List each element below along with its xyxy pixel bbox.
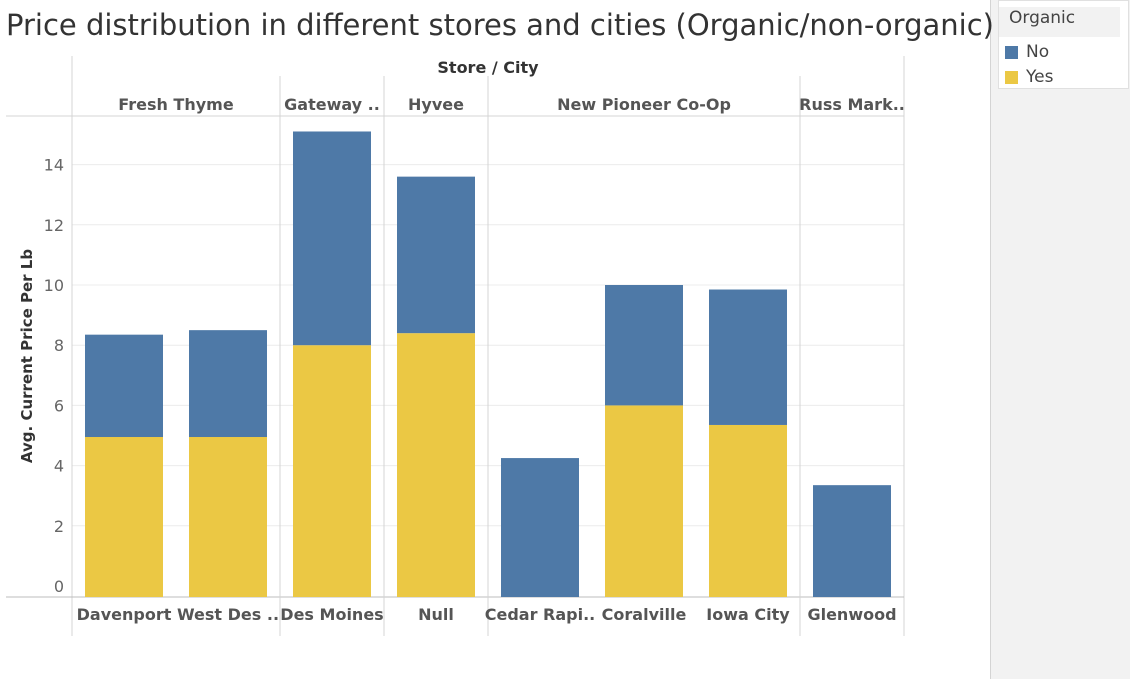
y-axis-ticks: 0 2 4 6 8 10 12 14	[44, 156, 64, 596]
chart-svg: Store / City Fresh Thyme Gateway .. Hyvee N…	[6, 56, 905, 636]
bar-yes[interactable]	[189, 437, 267, 597]
bar-no[interactable]	[813, 485, 891, 597]
city-label: Iowa City	[706, 605, 790, 624]
store-header: Fresh Thyme	[118, 95, 234, 114]
bar-no[interactable]	[501, 458, 579, 597]
city-label: Coralville	[602, 605, 687, 624]
y-tick-label: 2	[54, 517, 64, 536]
bar-yes[interactable]	[397, 333, 475, 597]
bar-yes[interactable]	[293, 345, 371, 597]
bar-no[interactable]	[293, 131, 371, 346]
city-label: Cedar Rapi..	[485, 605, 596, 624]
bar-no[interactable]	[605, 285, 683, 406]
city-labels: Davenport West Des .. Des Moines Null Cedar …	[77, 605, 897, 624]
legend-label-no: No	[1026, 42, 1050, 62]
bar-no[interactable]	[709, 289, 787, 425]
legend-title: Organic	[999, 7, 1120, 37]
y-tick-label: 6	[54, 396, 64, 415]
store-header: Hyvee	[408, 95, 464, 114]
city-label: West Des ..	[177, 605, 279, 624]
bars	[85, 131, 891, 597]
bar-yes[interactable]	[605, 405, 683, 597]
store-header: Russ Mark..	[799, 95, 905, 114]
city-label: Glenwood	[807, 605, 896, 624]
bar-no[interactable]	[189, 330, 267, 438]
chart-title: Price distribution in different stores a…	[6, 8, 994, 42]
city-label: Des Moines	[280, 605, 383, 624]
legend: Organic No Yes	[998, 0, 1129, 89]
legend-swatch-no	[1005, 45, 1018, 59]
bar-yes[interactable]	[85, 437, 163, 597]
legend-swatch-yes	[1005, 70, 1018, 84]
y-tick-label: 8	[54, 336, 64, 355]
bar-no[interactable]	[397, 176, 475, 334]
legend-item-no[interactable]: No	[1005, 42, 1049, 62]
y-tick-label: 0	[54, 577, 64, 596]
y-tick-label: 4	[54, 457, 64, 476]
city-label: Null	[418, 605, 454, 624]
column-header: Store / City	[437, 58, 539, 77]
store-header: New Pioneer Co-Op	[557, 95, 731, 114]
y-axis-title: Avg. Current Price Per Lb	[18, 249, 36, 463]
store-headers: Fresh Thyme Gateway .. Hyvee New Pioneer Co…	[118, 95, 905, 114]
y-tick-label: 10	[44, 276, 64, 295]
bar-no[interactable]	[85, 334, 163, 438]
bar-yes[interactable]	[709, 424, 787, 597]
legend-item-yes[interactable]: Yes	[1005, 67, 1053, 87]
city-label: Davenport	[77, 605, 172, 624]
y-tick-label: 12	[44, 216, 64, 235]
y-tick-label: 14	[44, 156, 64, 175]
store-header: Gateway ..	[284, 95, 380, 114]
right-side-panel	[990, 0, 1130, 679]
legend-label-yes: Yes	[1026, 67, 1054, 87]
